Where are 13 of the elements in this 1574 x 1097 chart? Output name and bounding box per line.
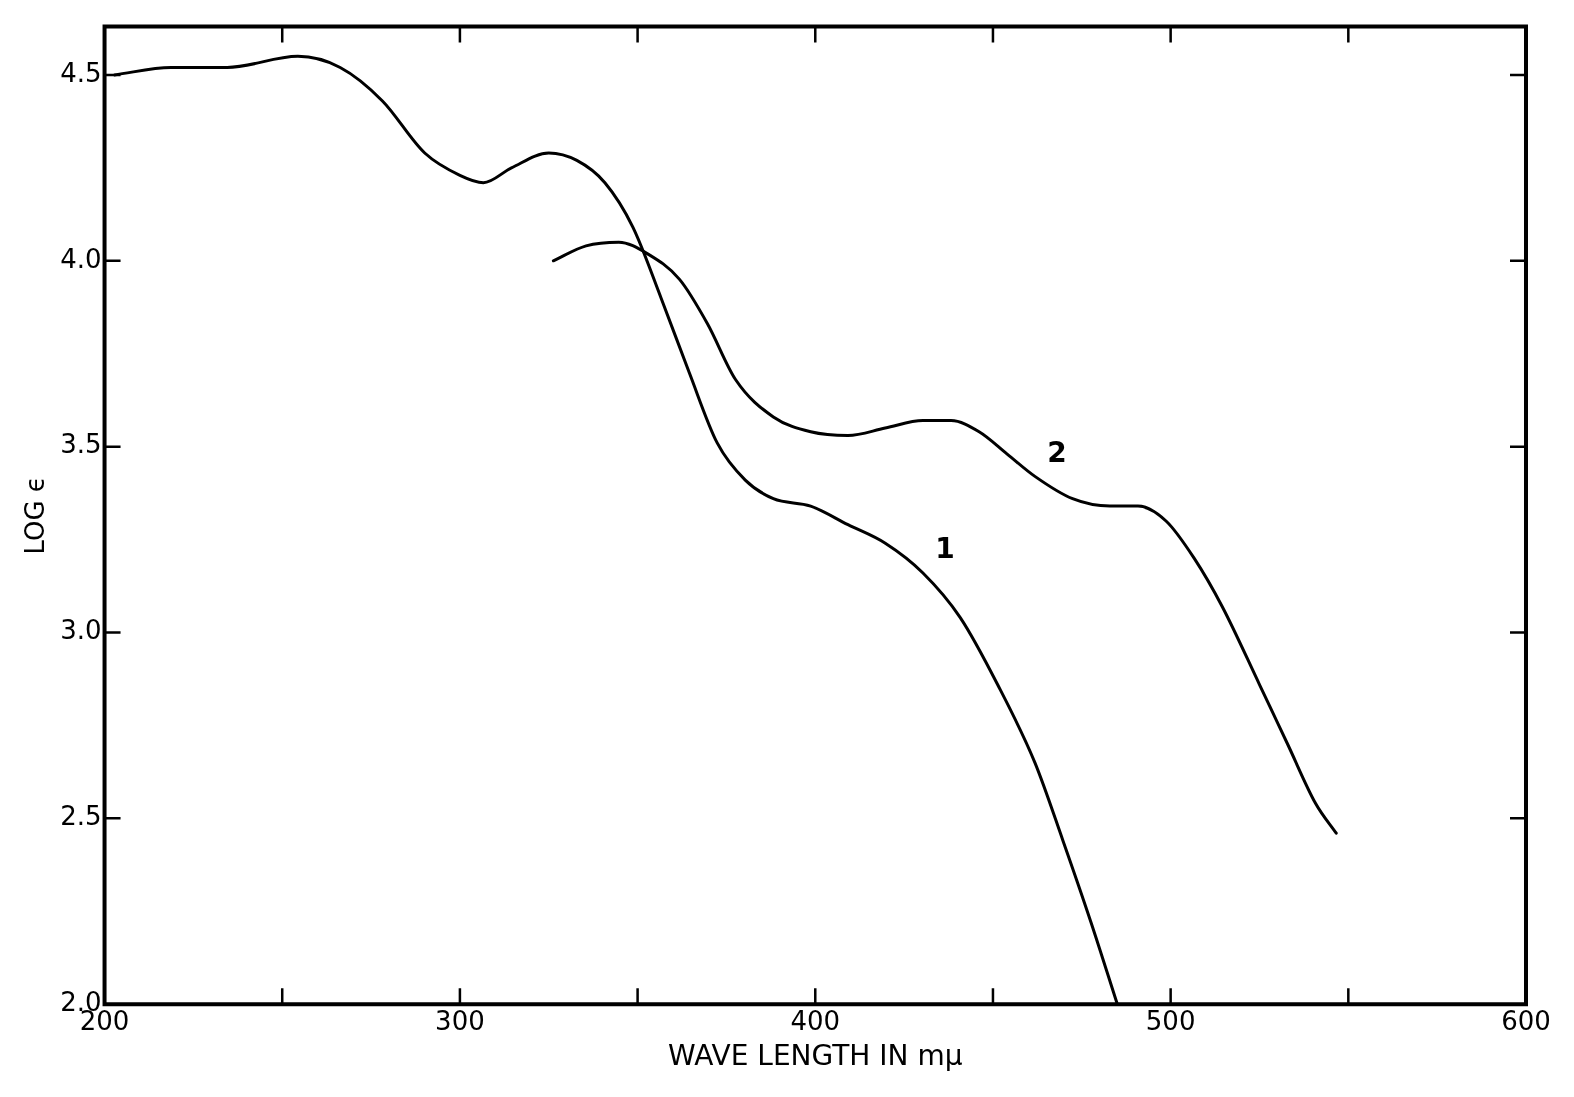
y-tick-label: 2.5 [60,801,102,832]
x-tick-label: 600 [1501,1005,1551,1036]
x-tick-label: 400 [790,1005,841,1036]
y-tick-label: 3.0 [60,615,102,646]
series-label: 1 [935,532,955,566]
x-tick-label: 300 [435,1005,485,1036]
x-axis-title: WAVE LENGTH IN mμ [668,1039,963,1073]
series-label: 2 [1047,435,1067,469]
y-tick-label: 4.5 [60,57,102,88]
y-axis-title: LOG ϵ [20,476,51,555]
y-tick-label: 4.0 [60,243,102,274]
x-tick-label: 500 [1145,1005,1196,1036]
y-tick-label: 3.5 [60,429,102,460]
